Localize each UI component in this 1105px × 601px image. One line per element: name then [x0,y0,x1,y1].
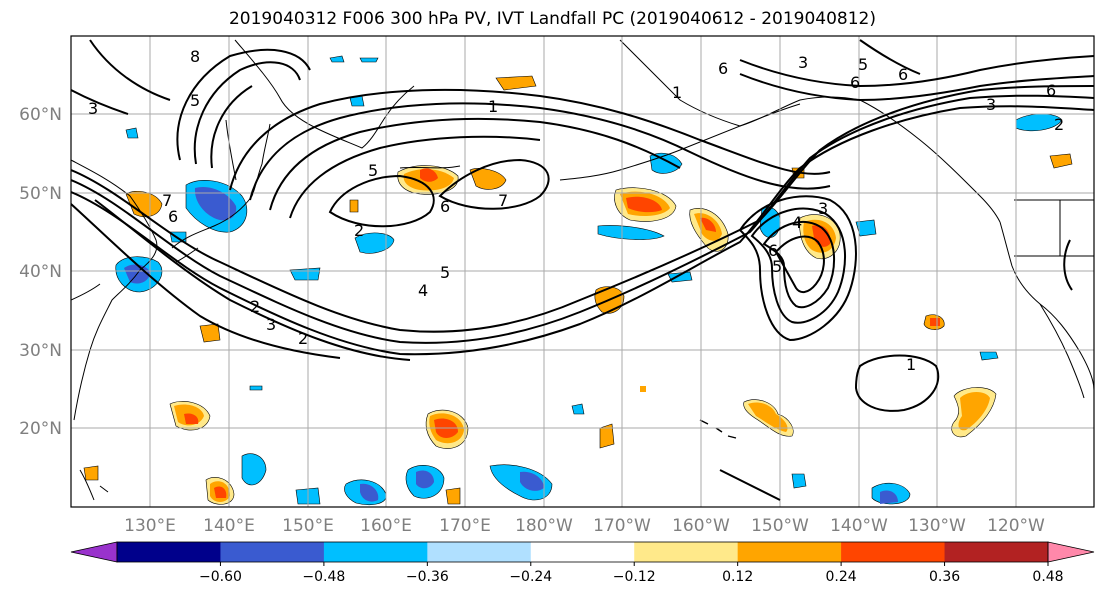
plot-title: 2019040312 F006 300 hPa PV, IVT Landfall… [228,9,876,29]
colorbar-segment [427,542,532,562]
contour-label: 1 [488,97,498,116]
pv-contours [71,39,1094,501]
colorbar-segment [944,542,1049,562]
lat-tick-label: 50°N [19,184,62,204]
lon-tick-label: 170°E [439,516,491,536]
colorbar-segment [220,542,325,562]
colorbar-segment [737,542,842,562]
contour-label: 7 [162,191,172,210]
colorbar-tick-label: −0.60 [199,569,242,585]
gridlines [71,36,1094,507]
lon-tick-label: 160°E [360,516,412,536]
contour-label: 5 [772,257,782,276]
contour-label: 2 [250,297,260,316]
lat-tick-label: 20°N [19,419,62,439]
contour-label: 3 [266,315,276,334]
contour-label: 3 [88,99,98,118]
longitude-labels: 130°E 140°E 150°E 160°E 170°E 180°W 170°… [124,516,1045,536]
colorbar-tick-label: −0.24 [509,569,552,585]
contour-label: 6 [898,65,908,84]
contour-label: 5 [190,91,200,110]
colorbar-tick-label: −0.12 [613,569,656,585]
colorbar-segment [841,542,946,562]
colorbar-frame [116,541,1049,563]
lat-tick-label: 40°N [19,262,62,282]
contour-label: 1 [672,83,682,102]
contour-label: 7 [498,191,508,210]
lat-tick-label: 30°N [19,341,62,361]
contour-label: 6 [440,197,450,216]
colorbar-tick-label: 0.48 [1032,569,1063,585]
colorbar-tick-label: 0.12 [722,569,753,585]
colorbar-tick-label: −0.36 [406,569,449,585]
contour-label: 5 [440,263,450,282]
contour-label: 6 [168,207,178,226]
lon-tick-label: 160°W [672,516,730,536]
lat-tick-label: 60°N [19,105,62,125]
lon-tick-label: 130°E [124,516,176,536]
contour-label: 1 [906,355,916,374]
colorbar-segment [634,542,739,562]
colorbar-segment [530,542,635,562]
colorbar-extend-high [1047,541,1095,563]
lon-tick-label: 140°E [203,516,255,536]
colorbar-tick-label: 0.24 [826,569,857,585]
lon-tick-label: 180°W [515,516,573,536]
colorbar-extend-low [70,541,118,563]
colorbar-segment [323,542,428,562]
contour-label: 5 [858,55,868,74]
lon-tick-label: 150°E [282,516,334,536]
lon-tick-label: 130°W [908,516,966,536]
map-frame [70,35,1095,508]
contour-label: 3 [818,199,828,218]
lon-tick-label: 170°W [593,516,651,536]
contour-label: 6 [1046,81,1056,100]
contour-label: 4 [792,213,802,232]
contour-label: 3 [798,53,808,72]
latitude-labels: 60°N 50°N 40°N 30°N 20°N [19,105,62,439]
contour-label: 5 [368,161,378,180]
positive-anomalies [83,75,1073,505]
colorbar: −0.60 −0.48 −0.36 −0.24 −0.12 0.12 0.24 0.36 0.4… [70,541,1095,585]
contour-label: 3 [986,95,996,114]
colorbar-segment [117,542,221,562]
contour-label: 4 [418,281,428,300]
contour-label: 6 [718,59,728,78]
contour-label: 2 [354,221,364,240]
contour-label: 2 [1054,115,1064,134]
colorbar-tick-label: 0.36 [929,569,960,585]
contour-labels: 8 5 3 1 5 6 7 2 2 6 7 4 5 3 2 1 3 4 6 5 … [88,47,1064,374]
contour-label: 6 [768,241,778,260]
colorbar-tick-label: −0.48 [302,569,345,585]
contour-label: 6 [850,73,860,92]
lon-tick-label: 120°W [987,516,1045,536]
lon-tick-label: 150°W [751,516,809,536]
contour-label: 2 [298,329,308,348]
lon-tick-label: 140°W [830,516,888,536]
contour-label: 8 [190,47,200,66]
